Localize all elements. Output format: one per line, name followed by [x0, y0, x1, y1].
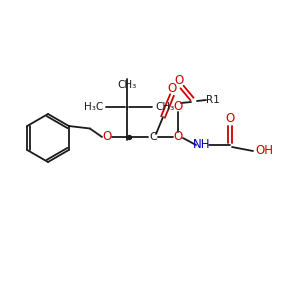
- Text: O: O: [102, 130, 112, 143]
- Text: H₃C: H₃C: [84, 102, 103, 112]
- Text: O: O: [173, 130, 183, 143]
- Text: CH₃: CH₃: [117, 80, 136, 90]
- Text: O: O: [174, 74, 184, 88]
- Text: R1: R1: [206, 95, 220, 105]
- Text: O: O: [167, 82, 177, 94]
- Text: C: C: [149, 132, 157, 142]
- Text: O: O: [225, 112, 235, 125]
- Text: NH: NH: [193, 139, 211, 152]
- Text: CH₃: CH₃: [155, 102, 174, 112]
- Text: OH: OH: [255, 145, 273, 158]
- Text: O: O: [173, 100, 183, 113]
